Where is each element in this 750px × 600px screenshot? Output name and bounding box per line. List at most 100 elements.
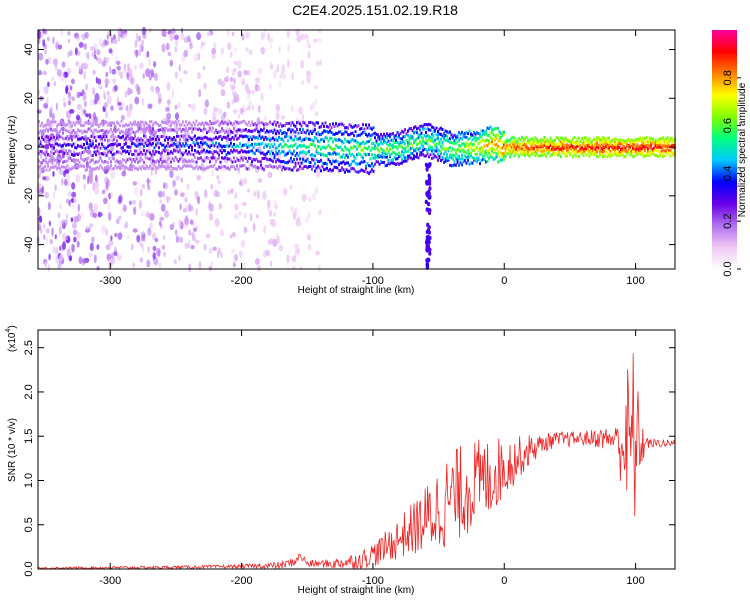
ridge-cell	[615, 137, 618, 141]
ridge-cell	[390, 138, 393, 142]
ridge-cell	[98, 159, 100, 163]
ridge-cell	[357, 133, 360, 137]
ridge-cell	[119, 151, 121, 155]
ridge-cell	[125, 165, 127, 169]
ridge-cell	[456, 160, 459, 164]
ridge-cell	[84, 158, 87, 161]
ridge-cell	[264, 143, 267, 147]
ridge-cell	[291, 144, 294, 148]
ridge-cell	[549, 141, 552, 145]
noise-cell	[69, 85, 73, 91]
ridge-cell	[161, 127, 163, 130]
noise-cell	[314, 186, 319, 195]
ridge-cell	[342, 141, 345, 145]
ridge-cell	[576, 137, 579, 141]
ridge-cell	[245, 157, 247, 160]
ridge-cell	[629, 145, 631, 149]
ridge-cell	[93, 146, 96, 150]
ridge-cell	[128, 137, 130, 141]
ridge-cell	[359, 153, 361, 156]
ridge-cell	[495, 127, 498, 131]
ridge-cell	[171, 151, 174, 155]
ridge-cell	[144, 134, 147, 138]
ridge-cell	[156, 128, 159, 132]
ridge-cell	[216, 131, 219, 134]
ridge-cell	[146, 156, 148, 160]
ridge-cell	[137, 136, 139, 140]
noise-cell	[158, 220, 162, 227]
ridge-cell	[464, 159, 466, 163]
ridge-cell	[416, 131, 418, 135]
ridge-cell	[86, 150, 88, 153]
ridge-cell	[105, 166, 108, 170]
ridge-cell	[480, 146, 483, 150]
noise-cell	[110, 171, 116, 180]
ridge-cell	[594, 142, 597, 146]
ridge-cell	[242, 135, 244, 139]
ridge-cell	[125, 141, 127, 145]
ridge-cell	[359, 162, 361, 166]
ridge-cell	[534, 150, 537, 154]
ridge-cell	[147, 166, 150, 170]
ridge-cell	[72, 134, 75, 138]
noise-cell	[122, 68, 128, 75]
ridge-cell	[284, 161, 286, 165]
ridge-cell	[374, 131, 376, 135]
ridge-cell	[321, 161, 324, 165]
ridge-cell	[149, 136, 151, 139]
ridge-cell	[645, 139, 648, 143]
ridge-cell	[254, 152, 256, 156]
ridge-cell	[179, 166, 181, 170]
noise-cell	[267, 33, 270, 41]
noise-cell	[301, 193, 307, 202]
ridge-cell	[608, 146, 610, 150]
ridge-cell	[117, 135, 120, 138]
ridge-cell	[609, 152, 612, 156]
noise-cell	[154, 237, 159, 243]
noise-cell	[180, 177, 183, 183]
noise-cell	[174, 46, 177, 53]
ridge-cell	[513, 150, 516, 154]
ridge-cell	[581, 150, 583, 154]
ridge-cell	[191, 165, 193, 169]
ridge-cell	[408, 156, 411, 160]
noise-cell	[281, 64, 286, 74]
noise-cell	[184, 204, 188, 213]
ridge-cell	[651, 137, 654, 141]
ridge-cell	[194, 126, 196, 130]
ridge-cell	[122, 164, 124, 168]
ridge-cell	[38, 131, 40, 135]
ridge-cell	[45, 135, 48, 138]
ridge-cell	[359, 142, 361, 146]
ridge-cell	[288, 121, 291, 125]
ridge-cell	[456, 154, 459, 158]
ridge-cell	[408, 142, 411, 145]
ridge-cell	[54, 138, 57, 142]
ridge-cell	[324, 161, 327, 165]
ridge-cell	[410, 151, 412, 155]
ridge-cell	[255, 136, 258, 140]
ridge-cell	[140, 137, 142, 141]
ridge-cell	[516, 138, 519, 142]
ridge-cell	[452, 157, 454, 161]
ridge-cell	[272, 165, 274, 169]
ridge-cell	[83, 137, 85, 141]
ridge-cell	[200, 150, 202, 154]
ridge-cell	[626, 152, 628, 156]
noise-cell	[104, 102, 109, 108]
ridge-cell	[251, 129, 253, 133]
ridge-cell	[165, 121, 168, 125]
ridge-cell	[366, 162, 369, 165]
noise-cell	[146, 211, 150, 218]
ridge-cell	[159, 128, 162, 132]
ridge-cell	[600, 147, 603, 150]
ridge-cell	[278, 159, 280, 163]
noise-cell	[154, 72, 158, 82]
noise-cell	[114, 55, 118, 63]
ridge-cell	[603, 154, 606, 158]
ridge-cell	[401, 161, 403, 165]
ridge-cell	[456, 158, 459, 162]
ridge-cell	[102, 152, 105, 156]
ridge-cell	[116, 128, 118, 132]
ridge-cell	[278, 144, 280, 148]
